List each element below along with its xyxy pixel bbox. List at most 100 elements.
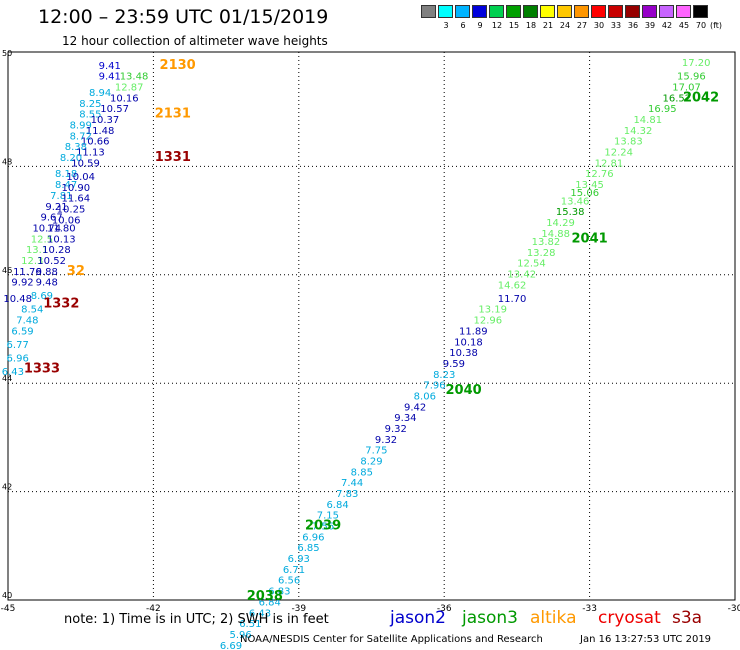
wave-height-label: 8.25 [79,99,101,110]
wave-height-label: 8.20 [60,153,82,164]
wave-height-label: 9.32 [375,435,397,446]
color-scale-swatch [489,5,504,18]
color-scale-label: 3 [443,21,449,30]
x-tick-label: -42 [146,604,161,614]
wave-height-label: 9.48 [36,278,58,289]
wave-height-label: 11.89 [459,326,488,337]
color-scale-swatch [642,5,657,18]
wave-height-label: 10.06 [52,215,81,226]
color-scale-swatch [608,5,623,18]
wave-height-label: 12.5 [31,234,53,245]
color-scale-swatch [472,5,487,18]
wave-height-label: 8.69 [31,291,53,302]
color-scale-label: 12 [491,21,503,30]
pass-time-label: 1332 [43,296,79,311]
wave-height-label: 13.19 [478,305,507,316]
color-scale-swatch [659,5,674,18]
wave-height-label: 9.67 [40,213,62,224]
x-tick-label: -45 [1,604,16,614]
wave-height-label: 11.13 [76,148,105,159]
wave-height-label: 10.48 [3,294,32,305]
wave-height-label: 13.1 [26,245,48,256]
wave-height-label: 17.07 [672,83,701,94]
x-tick-label: -30 [728,604,740,614]
color-scale-swatch [421,5,436,18]
wave-height-label: 6.43 [2,367,24,378]
wave-height-label: 12.96 [473,316,502,327]
color-scale-swatch [540,5,555,18]
wave-height-label: 9.41 [99,61,121,72]
legend-item-s3a: s3a [672,608,703,628]
wave-height-label: 8.72 [70,131,92,142]
wave-height-label: 16.95 [648,104,677,115]
pass-time-label: 2131 [155,107,191,122]
wave-height-label: 10.66 [81,137,110,148]
wave-height-label: 10.57 [100,104,129,115]
wave-height-label: 13.83 [614,137,643,148]
color-scale-unit: (ft) [709,21,723,30]
wave-height-label: 14.81 [633,115,662,126]
generation-timestamp: Jan 16 13:27:53 UTC 2019 [580,634,712,645]
x-tick-label: -36 [437,604,452,614]
wave-height-label: 15.96 [677,72,706,83]
wave-height-label: 6.84 [326,500,348,511]
color-scale-swatch [506,5,521,18]
color-scale-label: 21 [542,21,554,30]
wave-height-label: 10.37 [91,115,120,126]
color-scale-label: 9 [477,21,483,30]
wave-height-label: 10.28 [42,245,71,256]
wave-height-label: 11.64 [62,194,91,205]
y-tick-label: 46 [2,266,12,275]
wave-height-label: 8.47 [55,180,77,191]
wave-height-label: 7.48 [16,316,38,327]
wave-height-label: 6.96 [302,532,324,543]
wave-height-label: 9.41 [99,72,121,83]
wave-height-label: 13.48 [120,72,149,83]
wave-height-label: 7.81 [50,191,72,202]
wave-height-label: 8.85 [351,467,373,478]
wave-height-label: 9.32 [385,424,407,435]
wave-height-label: 14.29 [546,218,575,229]
wave-height-label: 6.71 [283,565,305,576]
pass-time-label: 2042 [683,90,719,105]
wave-height-label: 13.82 [532,237,561,248]
wave-height-label: 13.28 [527,248,556,259]
pass-time-label: 2039 [305,519,341,534]
wave-height-label: 16.52 [663,93,692,104]
wave-height-label: 10.04 [66,172,95,183]
wave-height-label: 6.77 [7,340,29,351]
wave-height-label: 6.43 [249,608,271,619]
color-scale-swatch [557,5,572,18]
wave-height-label: 13.42 [507,270,536,281]
pass-time-label: 2040 [445,383,481,398]
y-tick-label: 50 [2,49,12,58]
pass-time-label: 2038 [247,589,283,604]
legend-item-jason3: jason3 [462,608,518,628]
color-scale-label: 39 [644,21,656,30]
wave-height-label: 9.42 [404,402,426,413]
footer-note: note: 1) Time is in UTC; 2) SWH is in fe… [64,612,329,627]
wave-height-label: 7.44 [341,478,363,489]
wave-height-label: 9.92 [11,278,33,289]
pass-time-label: 32 [67,264,85,279]
wave-height-label: 10.74 [32,223,61,234]
wave-height-label: 7.83 [336,489,358,500]
wave-height-label: 7.15 [317,511,339,522]
wave-height-label: 15.38 [556,207,585,218]
wave-height-label: 8.38 [65,142,87,153]
wave-height-label: 9.88 [36,267,58,278]
wave-height-label: 6.84 [259,597,281,608]
wave-height-label: 11.70 [498,294,527,305]
wave-height-label: 9.59 [443,359,465,370]
y-tick-label: 42 [2,483,12,492]
wave-height-label: 8.54 [21,305,43,316]
color-scale-label: 6 [460,21,466,30]
wave-height-label: 6.85 [297,543,319,554]
wave-height-label: 17.20 [682,58,711,69]
color-scale-swatch [523,5,538,18]
x-tick-label: -33 [582,604,597,614]
plot-frame [7,51,736,601]
wave-height-label: 5.96 [230,630,252,641]
wave-height-label: 7.75 [365,446,387,457]
